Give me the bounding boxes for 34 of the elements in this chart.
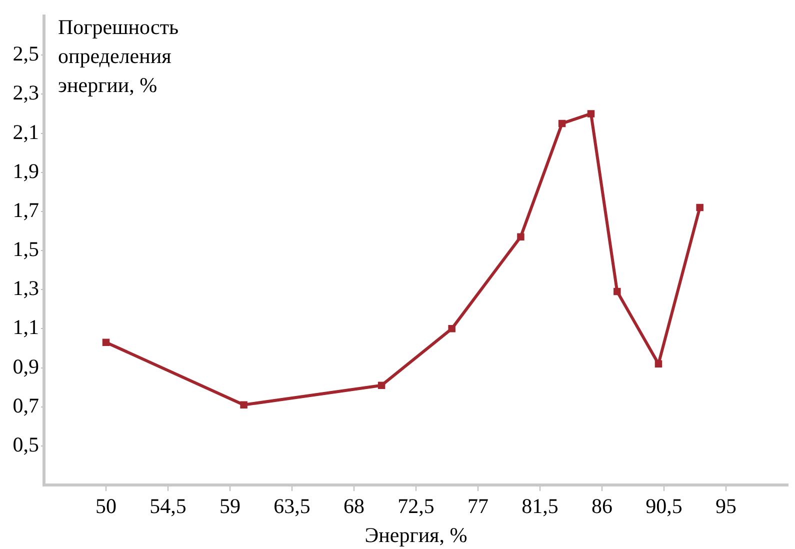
y-tick-label: 1,5	[12, 237, 39, 262]
y-tick-label: 0,7	[12, 393, 39, 418]
y-tick-label: 1,3	[12, 276, 39, 300]
point	[587, 110, 595, 118]
x-tick-label: 54,5	[150, 494, 186, 518]
x-tick-label: 86	[592, 494, 612, 518]
point	[102, 338, 110, 346]
x-tick-label: 63,5	[274, 494, 310, 518]
point	[558, 120, 566, 128]
y-axis-title: Погрешность определения энергии, %	[58, 15, 179, 98]
point	[654, 360, 662, 368]
x-axis-title: Энергия, %	[364, 522, 468, 547]
x-tick-label: 59	[220, 494, 240, 518]
x-tick-label: 90,5	[646, 494, 682, 518]
point	[378, 382, 386, 389]
y-tick-label: 2,1	[12, 120, 39, 144]
point	[240, 401, 248, 408]
point	[448, 325, 456, 332]
y-tick-label: 1,9	[12, 158, 39, 183]
x-tick-label: 68	[344, 494, 364, 518]
x-tick-label: 95	[716, 494, 736, 518]
y-tick-label: 1,1	[12, 315, 39, 340]
point	[517, 233, 524, 240]
y-tick-label: 0,9	[12, 354, 39, 378]
y-tick-label: 1,7	[12, 198, 39, 222]
x-tick-label: 81,5	[522, 494, 558, 518]
point	[614, 288, 621, 296]
x-tick-label: 50	[96, 494, 116, 518]
y-tick-label: 0,5	[12, 432, 39, 456]
y-tick-label: 2,3	[12, 80, 39, 105]
x-tick-label: 77	[468, 494, 488, 518]
y-tick-label: 2,5	[12, 42, 39, 66]
x-tick-label: 72,5	[398, 494, 434, 518]
point	[696, 204, 704, 212]
